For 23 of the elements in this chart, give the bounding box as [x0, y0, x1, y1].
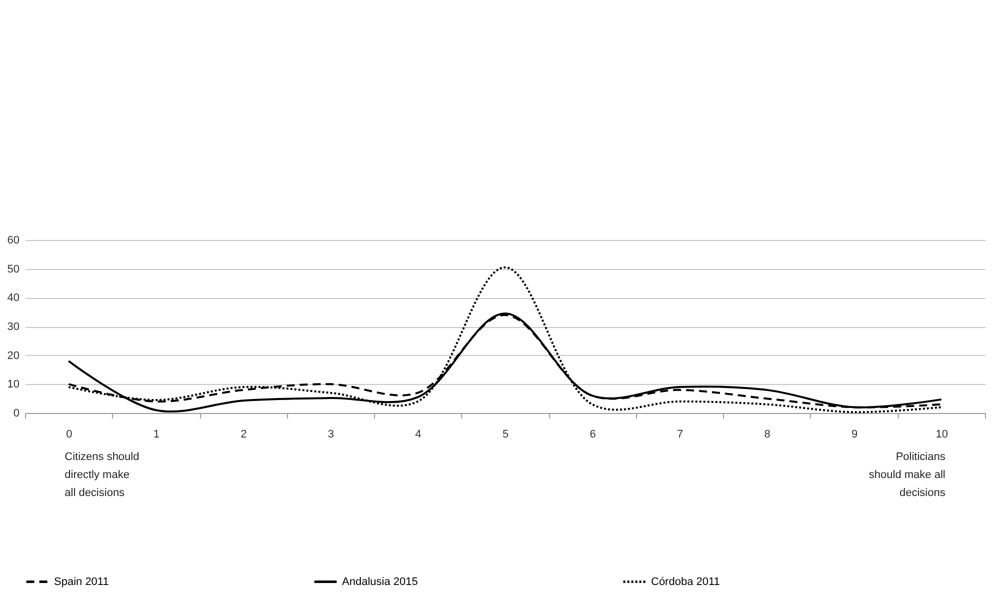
x-tick-label: 10 — [936, 428, 948, 440]
x-tick-label: 5 — [502, 428, 509, 440]
legend-label: Andalusia 2015 — [342, 576, 418, 588]
x-tick-label: 7 — [676, 428, 684, 440]
y-tick-label: 30 — [7, 321, 20, 333]
x-tick-label: 6 — [590, 428, 596, 440]
text: Citizens should directly make all decisions — [64, 451, 140, 499]
y-tick-label: 0 — [13, 408, 20, 420]
y-tick-label: 60 — [7, 234, 20, 246]
text: Politicians should make all decisions — [868, 451, 946, 499]
x-tick-label: 9 — [852, 428, 858, 440]
x-tick-label: 2 — [240, 428, 247, 440]
legend-label: Córdoba 2011 — [651, 576, 720, 588]
y-tick-label: 10 — [7, 378, 20, 391]
x-tick-label: 4 — [415, 428, 422, 440]
x-tick-label: 1 — [153, 428, 160, 440]
y-tick-label: 20 — [7, 350, 20, 362]
legend-label: Spain 2011 — [54, 576, 109, 588]
y-tick-label: 40 — [7, 292, 20, 304]
x-tick-label: 3 — [328, 428, 334, 440]
y-tick-label: 50 — [7, 263, 20, 276]
x-tick-label: 8 — [764, 428, 770, 440]
x-tick-label: 0 — [66, 428, 72, 440]
